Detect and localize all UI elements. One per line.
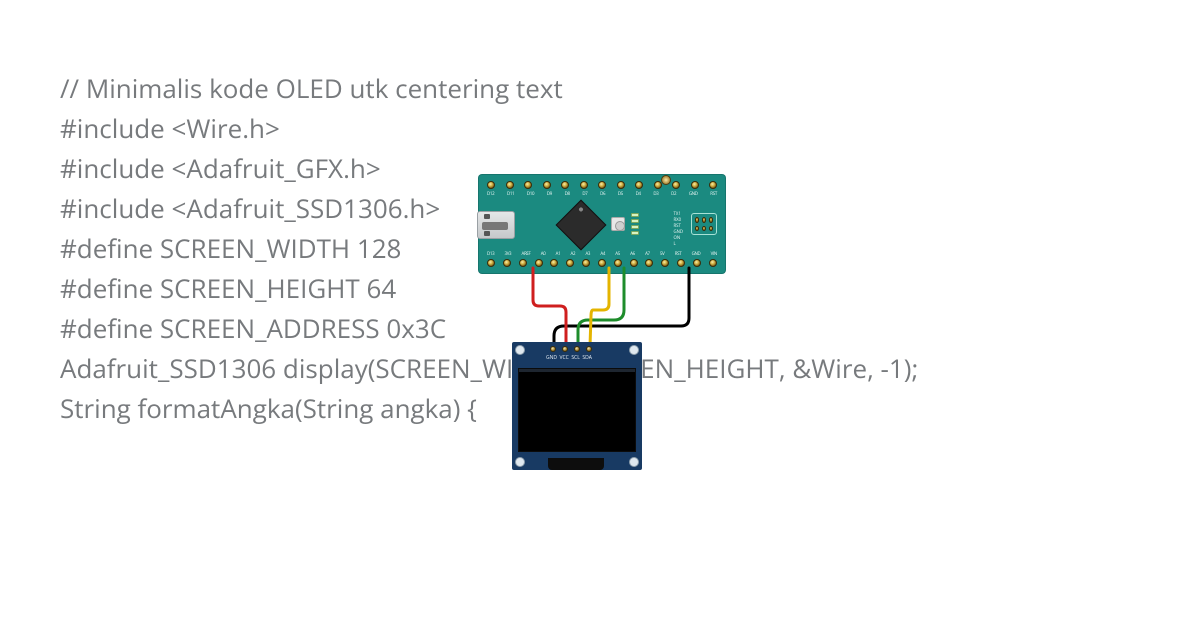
mount-hole-icon (629, 457, 639, 467)
code-line: #include <Adafruit_GFX.h> (60, 148, 1140, 188)
code-line: #include <Adafruit_SSD1306.h> (60, 188, 1140, 228)
code-line: Adafruit_SSD1306 display(SCREEN_WIDTH, S… (60, 348, 1140, 388)
code-listing: // Minimalis kode OLED utk centering tex… (60, 68, 1140, 428)
code-line: #define SCREEN_WIDTH 128 (60, 228, 1140, 268)
code-line: #define SCREEN_ADDRESS 0x3C (60, 308, 1140, 348)
page: // Minimalis kode OLED utk centering tex… (0, 0, 1200, 630)
oled-chin-icon (548, 458, 604, 470)
mount-hole-icon (515, 457, 525, 467)
code-line: // Minimalis kode OLED utk centering tex… (60, 68, 1140, 108)
code-line: #include <Wire.h> (60, 108, 1140, 148)
code-line: String formatAngka(String angka) { (60, 388, 1140, 428)
code-line: #define SCREEN_HEIGHT 64 (60, 268, 1140, 308)
